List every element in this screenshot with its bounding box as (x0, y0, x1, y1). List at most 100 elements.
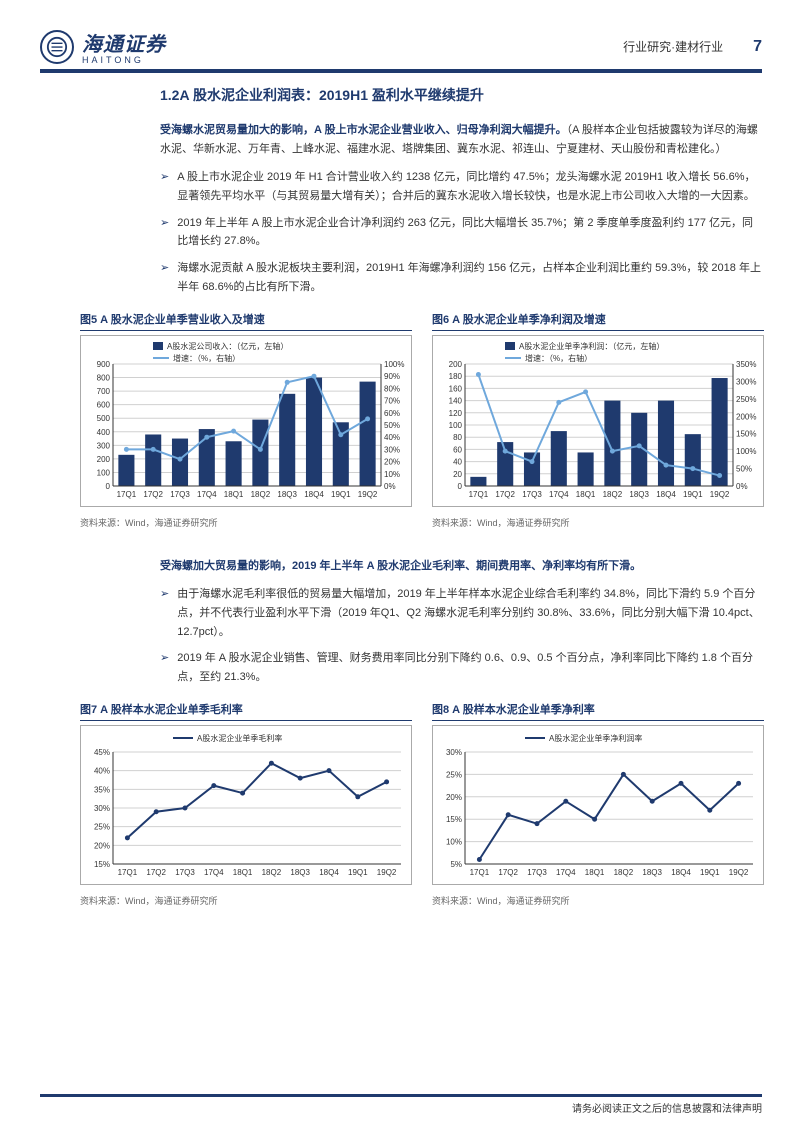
svg-text:70%: 70% (384, 396, 400, 405)
svg-text:19Q1: 19Q1 (331, 490, 351, 499)
page-header: 海通证券 HAITONG 行业研究·建材行业 7 (40, 28, 762, 73)
svg-text:400: 400 (97, 427, 111, 436)
svg-text:200: 200 (97, 454, 111, 463)
svg-text:50%: 50% (736, 464, 752, 473)
bullet-item: ➢A 股上市水泥企业 2019 年 H1 合计营业收入约 1238 亿元，同比增… (160, 168, 762, 205)
svg-text:200%: 200% (736, 412, 756, 421)
chart-5: 图5 A 股水泥企业单季营业收入及增速 01002003004005006007… (80, 311, 412, 529)
svg-text:A股水泥企业单季净利润率: A股水泥企业单季净利润率 (549, 733, 642, 743)
svg-text:25%: 25% (446, 770, 462, 779)
svg-text:350%: 350% (736, 360, 756, 369)
svg-text:17Q2: 17Q2 (495, 490, 515, 499)
svg-text:17Q3: 17Q3 (170, 490, 190, 499)
svg-text:0%: 0% (384, 482, 396, 491)
footer-divider (40, 1094, 762, 1097)
svg-text:17Q2: 17Q2 (143, 490, 163, 499)
svg-text:60: 60 (453, 445, 462, 454)
chart-canvas: 15%20%25%30%35%40%45%17Q117Q217Q317Q418Q… (80, 725, 412, 885)
chart-8: 图8 A 股样本水泥企业单季净利率 5%10%15%20%25%30%17Q11… (432, 701, 764, 907)
page-number: 7 (753, 38, 762, 56)
svg-text:17Q2: 17Q2 (146, 868, 166, 877)
svg-text:19Q2: 19Q2 (710, 490, 730, 499)
svg-text:40: 40 (453, 457, 462, 466)
svg-text:30%: 30% (384, 445, 400, 454)
svg-text:35%: 35% (94, 785, 110, 794)
svg-text:增速：（%，右轴）: 增速：（%，右轴） (173, 353, 240, 363)
svg-text:300: 300 (97, 441, 111, 450)
logo: 海通证券 HAITONG (40, 28, 166, 65)
svg-text:90%: 90% (384, 372, 400, 381)
svg-text:17Q1: 17Q1 (117, 490, 137, 499)
svg-text:18Q2: 18Q2 (262, 868, 282, 877)
svg-text:18Q1: 18Q1 (576, 490, 596, 499)
svg-text:15%: 15% (94, 860, 110, 869)
svg-text:20%: 20% (94, 841, 110, 850)
svg-text:120: 120 (449, 408, 463, 417)
chart-source: 资料来源：Wind，海通证券研究所 (80, 894, 412, 907)
svg-text:17Q3: 17Q3 (522, 490, 542, 499)
svg-text:30%: 30% (94, 804, 110, 813)
svg-text:18Q2: 18Q2 (251, 490, 271, 499)
svg-text:19Q1: 19Q1 (348, 868, 368, 877)
chart-title: 图6 A 股水泥企业单季净利润及增速 (432, 311, 764, 331)
svg-text:60%: 60% (384, 408, 400, 417)
svg-text:900: 900 (97, 360, 111, 369)
svg-text:18Q1: 18Q1 (585, 868, 605, 877)
bullet-item: ➢2019 年 A 股水泥企业销售、管理、财务费用率同比分别下降约 0.6、0.… (160, 649, 762, 686)
svg-text:18Q4: 18Q4 (671, 868, 691, 877)
svg-text:19Q2: 19Q2 (358, 490, 378, 499)
chart-source: 资料来源：Wind，海通证券研究所 (432, 894, 764, 907)
brand-name-cn: 海通证券 (82, 28, 166, 57)
svg-text:180: 180 (449, 372, 463, 381)
chart-source: 资料来源：Wind，海通证券研究所 (432, 516, 764, 529)
bullet-item: ➢海螺水泥贡献 A 股水泥板块主要利润，2019H1 年海螺净利润约 156 亿… (160, 259, 762, 296)
svg-text:18Q3: 18Q3 (277, 490, 297, 499)
svg-text:18Q4: 18Q4 (304, 490, 324, 499)
svg-text:600: 600 (97, 400, 111, 409)
chart-title: 图7 A 股样本水泥企业单季毛利率 (80, 701, 412, 721)
svg-text:50%: 50% (384, 421, 400, 430)
svg-text:30%: 30% (446, 748, 462, 757)
svg-text:17Q4: 17Q4 (556, 868, 576, 877)
svg-text:A股水泥公司收入：（亿元，左轴）: A股水泥公司收入：（亿元，左轴） (167, 341, 288, 351)
breadcrumb: 行业研究·建材行业 (623, 38, 723, 55)
svg-text:18Q2: 18Q2 (614, 868, 634, 877)
chart-source: 资料来源：Wind，海通证券研究所 (80, 516, 412, 529)
chart-7: 图7 A 股样本水泥企业单季毛利率 15%20%25%30%35%40%45%1… (80, 701, 412, 907)
svg-text:100: 100 (449, 421, 463, 430)
chart-6: 图6 A 股水泥企业单季净利润及增速 020406080100120140160… (432, 311, 764, 529)
bullet-item: ➢由于海螺水泥毛利率很低的贸易量大幅增加，2019 年上半年样本水泥企业综合毛利… (160, 585, 762, 641)
svg-text:80: 80 (453, 433, 462, 442)
svg-text:15%: 15% (446, 815, 462, 824)
svg-text:A股水泥企业单季净利润：（亿元，左轴）: A股水泥企业单季净利润：（亿元，左轴） (519, 341, 664, 351)
intro-paragraph: 受海螺水泥贸易量加大的影响，A 股上市水泥企业营业收入、归母净利润大幅提升。（A… (160, 121, 762, 158)
svg-text:200: 200 (449, 360, 463, 369)
svg-text:17Q1: 17Q1 (470, 868, 490, 877)
svg-text:18Q2: 18Q2 (603, 490, 623, 499)
svg-text:300%: 300% (736, 377, 756, 386)
svg-text:18Q1: 18Q1 (224, 490, 244, 499)
svg-text:20%: 20% (446, 792, 462, 801)
svg-text:100%: 100% (384, 360, 404, 369)
svg-text:17Q4: 17Q4 (549, 490, 569, 499)
svg-text:增速：（%，右轴）: 增速：（%，右轴） (525, 353, 592, 363)
svg-text:20%: 20% (384, 457, 400, 466)
svg-text:18Q3: 18Q3 (642, 868, 662, 877)
svg-text:700: 700 (97, 387, 111, 396)
svg-text:0: 0 (106, 482, 111, 491)
svg-text:100%: 100% (736, 447, 756, 456)
svg-text:19Q1: 19Q1 (683, 490, 703, 499)
chart-canvas: 01002003004005006007008009000%10%20%30%4… (80, 335, 412, 507)
svg-text:18Q3: 18Q3 (629, 490, 649, 499)
svg-text:500: 500 (97, 414, 111, 423)
bullet-item: ➢2019 年上半年 A 股上市水泥企业合计净利润约 263 亿元，同比大幅增长… (160, 214, 762, 251)
svg-text:17Q1: 17Q1 (118, 868, 138, 877)
svg-text:10%: 10% (384, 469, 400, 478)
svg-text:250%: 250% (736, 394, 756, 403)
svg-text:18Q3: 18Q3 (290, 868, 310, 877)
svg-text:45%: 45% (94, 748, 110, 757)
chart-title: 图8 A 股样本水泥企业单季净利率 (432, 701, 764, 721)
svg-text:19Q2: 19Q2 (377, 868, 397, 877)
svg-text:10%: 10% (446, 837, 462, 846)
svg-text:160: 160 (449, 384, 463, 393)
